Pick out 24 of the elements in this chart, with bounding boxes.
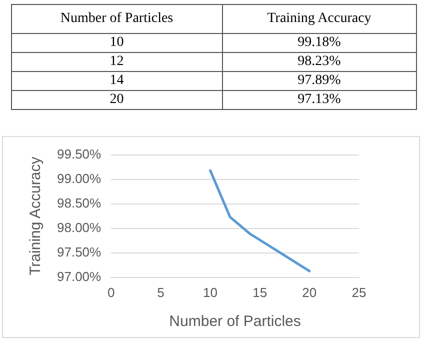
y-axis-title: Training Accuracy bbox=[27, 156, 44, 276]
x-tick-label: 25 bbox=[352, 284, 366, 300]
x-tick-label: 5 bbox=[157, 284, 164, 300]
y-tick-label: 97.00% bbox=[56, 268, 102, 284]
x-tick-label: 20 bbox=[302, 284, 317, 300]
x-tick-label: 10 bbox=[203, 284, 218, 300]
text: 99.18% bbox=[298, 35, 341, 50]
category-label: 12 bbox=[12, 52, 222, 72]
text: 98.23% bbox=[298, 54, 341, 69]
category-label: 20 bbox=[12, 90, 222, 110]
text: 97.89% bbox=[298, 73, 341, 88]
y-tick-label: 98.00% bbox=[56, 220, 102, 235]
text: Training Accuracy bbox=[222, 4, 416, 34]
x-tick-label: 0 bbox=[107, 284, 115, 300]
x-axis-title: Number of Particles bbox=[169, 313, 301, 330]
y-tick-label: 98.50% bbox=[56, 195, 102, 210]
x-tick-label: 15 bbox=[252, 284, 268, 300]
text: Number of Particles bbox=[12, 4, 222, 34]
text: 97.13% bbox=[298, 92, 341, 107]
y-tick-label: 99.50% bbox=[56, 146, 102, 162]
category-label: 10 bbox=[12, 34, 222, 52]
y-tick-label: 99.00% bbox=[56, 170, 102, 186]
y-tick-label: 97.50% bbox=[56, 244, 102, 260]
category-label: 14 bbox=[12, 72, 222, 90]
